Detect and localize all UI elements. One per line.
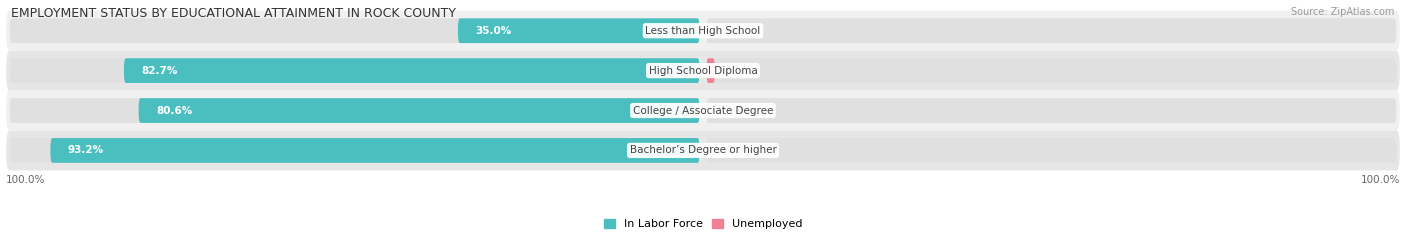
Text: Bachelor’s Degree or higher: Bachelor’s Degree or higher [630,145,776,155]
Legend: In Labor Force, Unemployed: In Labor Force, Unemployed [603,219,803,229]
FancyBboxPatch shape [10,138,700,163]
Text: 100.0%: 100.0% [1361,175,1400,185]
FancyBboxPatch shape [706,58,1396,83]
FancyBboxPatch shape [51,138,700,163]
Text: 0.0%: 0.0% [717,26,744,36]
Text: 93.2%: 93.2% [67,145,104,155]
Text: 100.0%: 100.0% [6,175,45,185]
Text: 1.2%: 1.2% [725,66,752,76]
FancyBboxPatch shape [10,18,700,43]
FancyBboxPatch shape [6,130,1400,170]
FancyBboxPatch shape [10,98,700,123]
FancyBboxPatch shape [124,58,700,83]
Text: Less than High School: Less than High School [645,26,761,36]
FancyBboxPatch shape [706,58,714,83]
FancyBboxPatch shape [706,98,1396,123]
Text: 0.0%: 0.0% [717,145,744,155]
Text: Source: ZipAtlas.com: Source: ZipAtlas.com [1291,7,1395,17]
FancyBboxPatch shape [139,98,700,123]
Text: College / Associate Degree: College / Associate Degree [633,106,773,116]
FancyBboxPatch shape [458,18,700,43]
FancyBboxPatch shape [10,58,700,83]
Text: 82.7%: 82.7% [142,66,177,76]
Text: EMPLOYMENT STATUS BY EDUCATIONAL ATTAINMENT IN ROCK COUNTY: EMPLOYMENT STATUS BY EDUCATIONAL ATTAINM… [11,7,457,20]
FancyBboxPatch shape [6,51,1400,91]
Text: 80.6%: 80.6% [156,106,193,116]
FancyBboxPatch shape [706,138,1396,163]
Text: 35.0%: 35.0% [475,26,512,36]
Text: 0.0%: 0.0% [717,106,744,116]
Text: High School Diploma: High School Diploma [648,66,758,76]
FancyBboxPatch shape [6,11,1400,51]
FancyBboxPatch shape [706,18,1396,43]
FancyBboxPatch shape [6,91,1400,130]
